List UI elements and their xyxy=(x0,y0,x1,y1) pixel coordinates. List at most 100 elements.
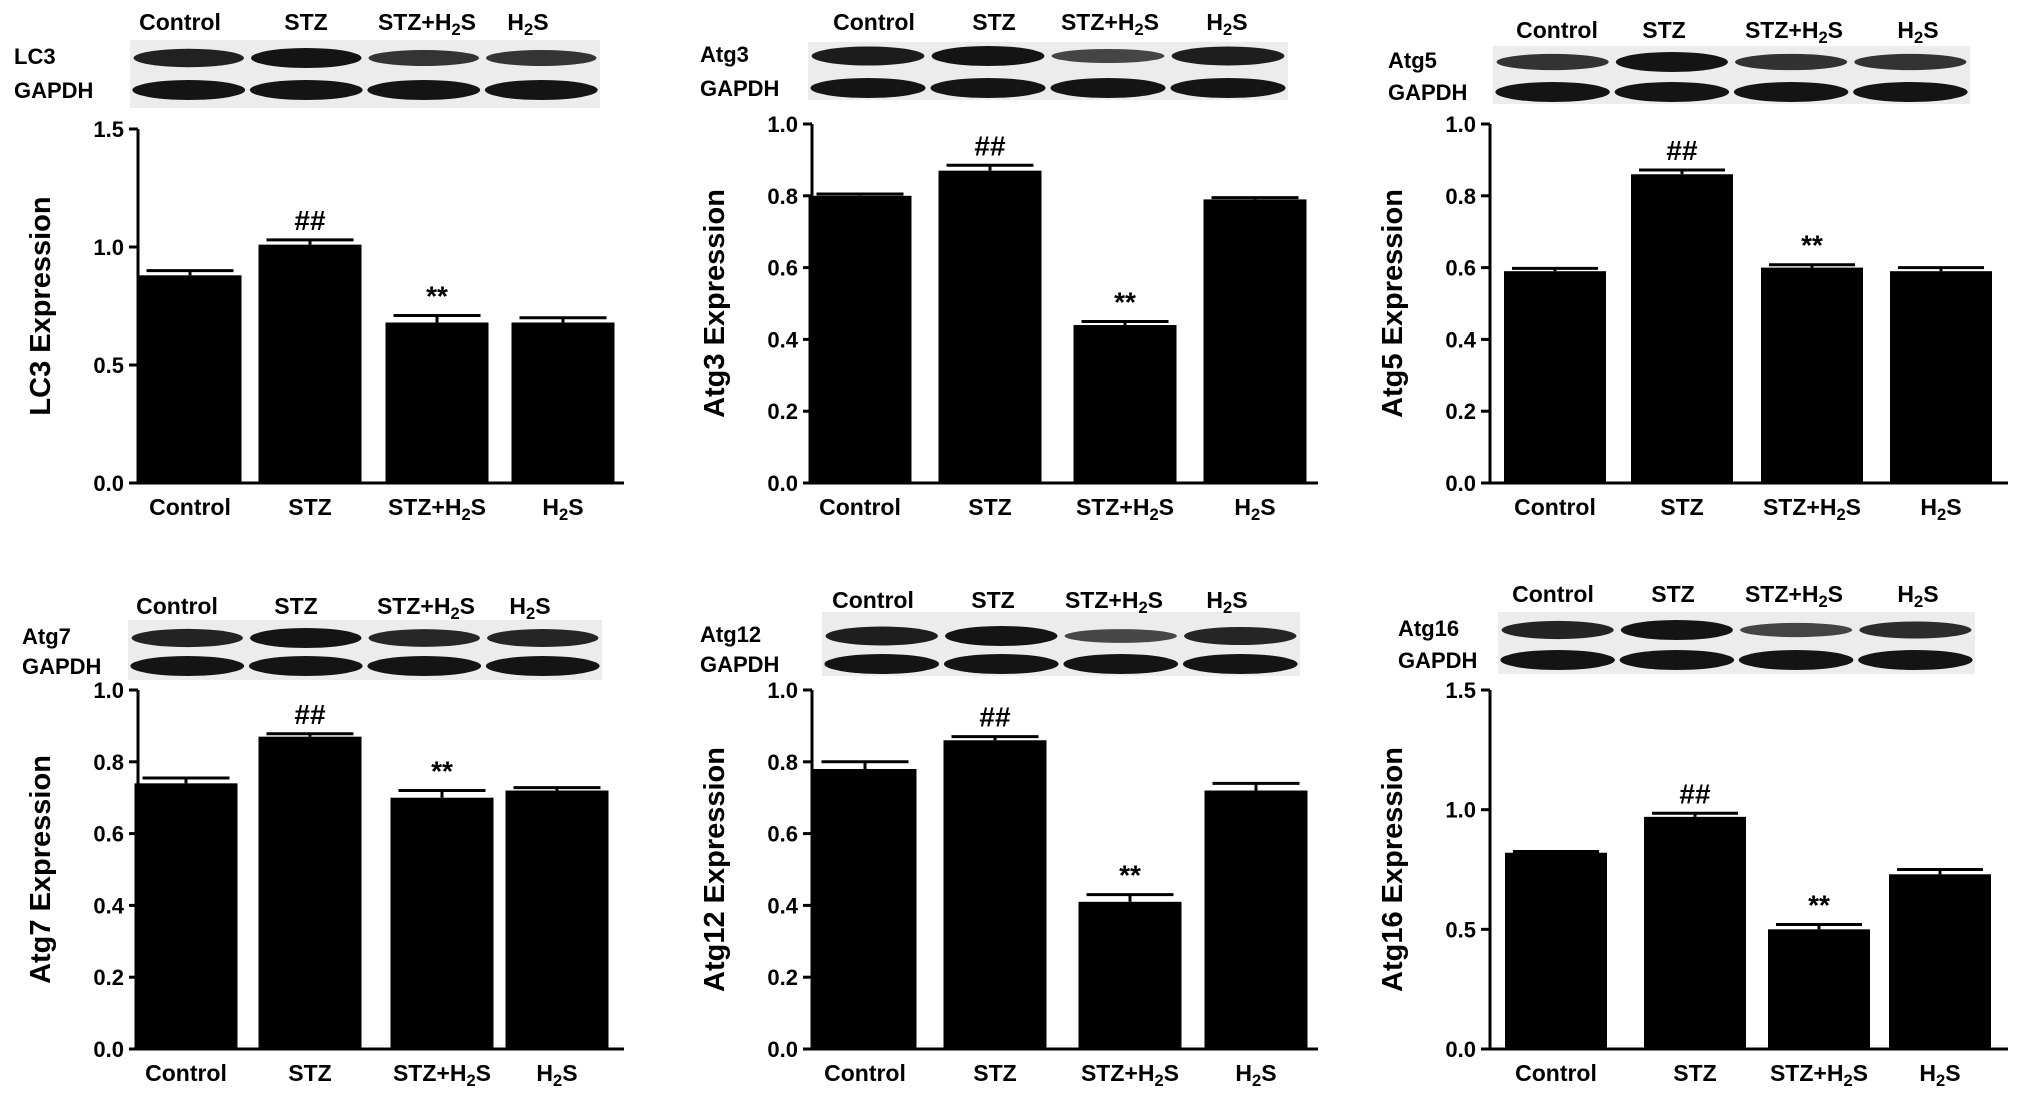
x-tick-label: H2S xyxy=(536,1060,577,1090)
blot-lane-label: H2S xyxy=(1206,587,1247,617)
gapdh-band xyxy=(1050,78,1166,98)
blot-lane-label: STZ+H2S xyxy=(1061,9,1159,39)
gapdh-band xyxy=(1733,82,1849,102)
y-tick-label: 0.0 xyxy=(93,471,124,496)
x-tick-label: H2S xyxy=(1235,1060,1276,1090)
target-band xyxy=(131,628,243,648)
y-tick-label: 1.0 xyxy=(1445,798,1476,823)
blot-lane-label: STZ+H2S xyxy=(1065,587,1163,617)
x-tick-label: STZ xyxy=(288,1060,331,1086)
y-axis-label: Atg12 Expression xyxy=(699,747,731,992)
x-tick-label: Control xyxy=(149,494,231,520)
blot-protein-label: Atg16 xyxy=(1398,616,1459,641)
panel-atg16: Atg16 GAPDH Control STZ STZ+H2S H2S 0.0 0.5 1.0 1… xyxy=(1377,581,2008,1090)
blot-protein-label: Atg3 xyxy=(700,42,749,67)
target-band xyxy=(1735,53,1848,71)
significance-marker: ** xyxy=(431,756,453,787)
blot-lane-label: STZ xyxy=(274,593,317,619)
y-tick-label: 0.8 xyxy=(767,750,798,775)
y-tick-label: 0.0 xyxy=(767,1037,798,1062)
gapdh-band xyxy=(1619,650,1735,670)
significance-marker: ** xyxy=(1114,286,1136,317)
gapdh-band xyxy=(824,654,940,674)
target-band xyxy=(825,626,938,646)
y-tick-label: 0.4 xyxy=(93,893,124,918)
blot-protein-label: Atg5 xyxy=(1388,48,1437,73)
target-band xyxy=(486,49,597,67)
significance-marker: ** xyxy=(1801,230,1823,261)
y-tick-label: 0.5 xyxy=(93,353,124,378)
blot-lane-label: STZ xyxy=(1642,17,1685,43)
bar-control xyxy=(134,783,238,1049)
blot-lane-label: STZ+H2S xyxy=(1745,581,1843,611)
bar-stz-h2s xyxy=(385,322,489,483)
panel-atg7: Atg7 GAPDH Control STZ STZ+H2S H2S 0.0 0.2 0.4 0.… xyxy=(22,593,624,1090)
x-tick-label: STZ xyxy=(973,1060,1016,1086)
bar-h2s xyxy=(1203,199,1307,483)
x-tick-label: Control xyxy=(145,1060,227,1086)
gapdh-band xyxy=(1500,650,1615,670)
y-tick-label: 1.5 xyxy=(1445,678,1476,703)
y-tick-label: 1.5 xyxy=(93,117,124,142)
blot-protein-label: Atg7 xyxy=(22,624,71,649)
gapdh-band xyxy=(484,80,598,100)
blot-lane-label: STZ+H2S xyxy=(377,593,475,623)
gapdh-band xyxy=(367,80,481,100)
x-tick-label: H2S xyxy=(542,494,583,524)
bar-stz xyxy=(258,244,362,483)
target-band xyxy=(368,629,480,647)
gapdh-band xyxy=(130,656,245,676)
panel-atg3: Atg3 GAPDH Control STZ STZ+H2S H2S 0.0 0.2 0.4 0.… xyxy=(699,9,1318,524)
y-axis-label: Atg16 Expression xyxy=(1377,747,1409,992)
x-tick-label: STZ xyxy=(1660,494,1703,520)
x-tick-label: H2S xyxy=(1919,1060,1960,1090)
blot-lane-label: STZ xyxy=(284,9,327,35)
gapdh-band xyxy=(1858,650,1973,670)
target-band xyxy=(1184,626,1297,646)
x-tick-label: STZ+H2S xyxy=(1081,1060,1179,1090)
y-tick-label: 0.2 xyxy=(93,965,124,990)
y-tick-label: 1.0 xyxy=(93,678,124,703)
blot-gapdh-label: GAPDH xyxy=(700,652,779,677)
blot-gapdh-label: GAPDH xyxy=(700,76,779,101)
gapdh-band xyxy=(248,656,363,676)
blot-lane-label: Control xyxy=(139,9,221,35)
y-axis-label: LC3 Expression xyxy=(25,196,57,415)
significance-marker: ## xyxy=(294,205,326,236)
significance-marker: ## xyxy=(1679,778,1711,809)
gapdh-band xyxy=(810,78,926,98)
bar-stz xyxy=(258,736,362,1049)
significance-marker: ** xyxy=(1119,860,1141,891)
x-tick-label: STZ xyxy=(968,494,1011,520)
bar-h2s xyxy=(505,790,609,1049)
target-band xyxy=(1051,48,1165,64)
bar-control xyxy=(1504,271,1606,483)
blot-lane-label: Control xyxy=(832,587,914,613)
bar-control xyxy=(1505,852,1607,1049)
bar-h2s xyxy=(1204,790,1308,1049)
gapdh-band xyxy=(367,656,482,676)
bar-stz xyxy=(938,170,1042,484)
blot-lane-label: H2S xyxy=(509,593,550,623)
bar-stz xyxy=(943,740,1047,1049)
bar-h2s xyxy=(1890,271,1992,483)
y-tick-label: 0.2 xyxy=(767,965,798,990)
gapdh-band xyxy=(1495,82,1610,102)
bar-control xyxy=(813,768,917,1049)
blot-protein-label: LC3 xyxy=(14,44,56,69)
blot-lane-label: Control xyxy=(1512,581,1594,607)
blot-gapdh-label: GAPDH xyxy=(1398,648,1477,673)
target-band xyxy=(1620,620,1733,640)
target-band xyxy=(368,49,479,67)
blot-lane-label: Control xyxy=(136,593,218,619)
target-band xyxy=(1859,621,1972,639)
target-band xyxy=(945,626,1058,646)
blot-lane-label: H2S xyxy=(1897,17,1938,47)
y-axis-label: Atg7 Expression xyxy=(25,755,57,984)
panel-atg12: Atg12 GAPDH Control STZ STZ+H2S H2S 0.0 0.2 0.4 0… xyxy=(699,587,1318,1090)
x-tick-label: H2S xyxy=(1920,494,1961,524)
y-tick-label: 0.2 xyxy=(767,399,798,424)
x-tick-label: STZ+H2S xyxy=(388,494,486,524)
blot-lane-label: STZ xyxy=(972,9,1015,35)
